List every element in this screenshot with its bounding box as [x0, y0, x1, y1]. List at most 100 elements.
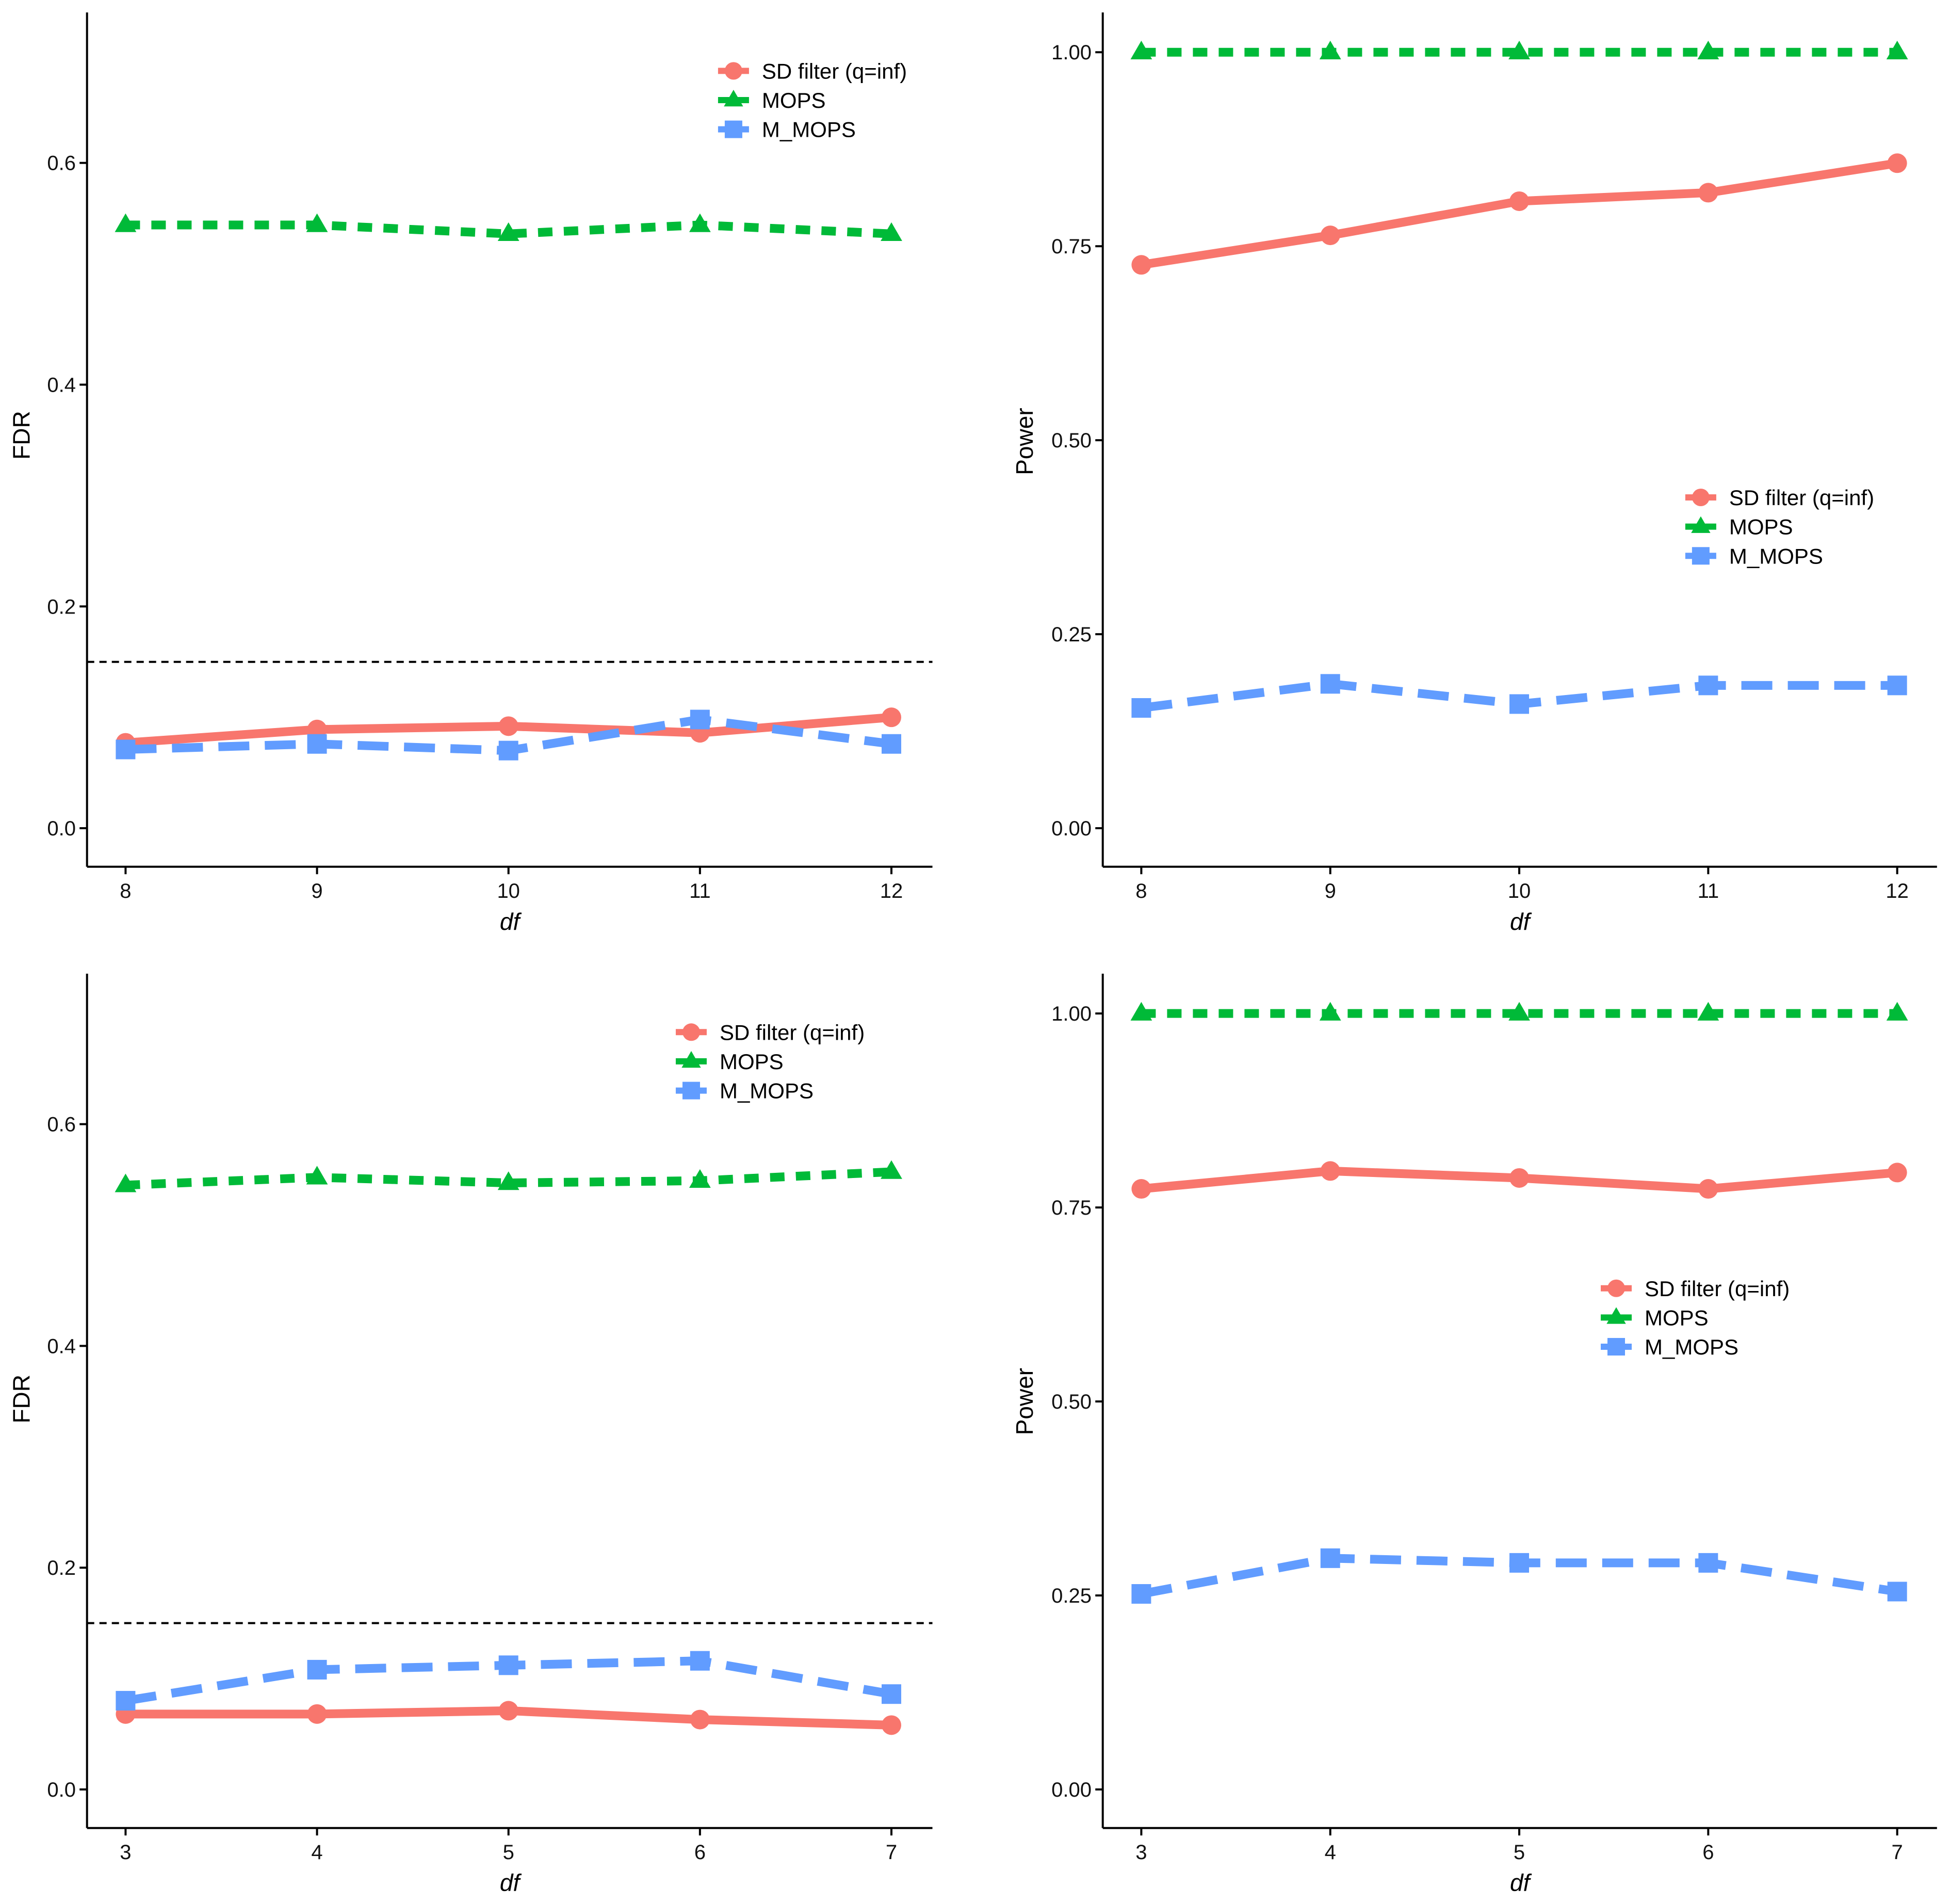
data-point-mops — [1319, 1002, 1341, 1021]
x-tick-label: 6 — [694, 1841, 706, 1864]
data-point-m_mops — [881, 734, 901, 754]
x-axis-title: df — [500, 1869, 522, 1896]
y-tick-label: 0.00 — [1051, 1779, 1092, 1801]
data-point-mops — [306, 213, 328, 232]
data-point-sd_filter — [1320, 225, 1340, 246]
data-point-m_mops — [1509, 694, 1530, 714]
data-point-mops — [115, 1173, 137, 1192]
legend: SD filter (q=inf) MOPS M_MOPS — [718, 59, 907, 142]
legend: SD filter (q=inf) MOPS M_MOPS — [1601, 1277, 1790, 1359]
data-point-mops — [1130, 1002, 1152, 1021]
y-tick-label: 0.6 — [47, 1114, 76, 1136]
data-point-m_mops — [1509, 1553, 1530, 1573]
data-point-mops — [1697, 40, 1719, 59]
legend-item-m_mops: M_MOPS — [718, 118, 856, 142]
y-axis-title: FDR — [8, 411, 35, 460]
x-tick-label: 4 — [1325, 1841, 1336, 1864]
data-point-m_mops — [1698, 1553, 1718, 1573]
y-tick-label: 0.25 — [1051, 623, 1092, 646]
y-tick-label: 1.00 — [1051, 1003, 1092, 1025]
data-point-m_mops — [1698, 675, 1718, 696]
panel-top-left: 0.0 0.2 0.4 0.6 8 9 10 11 12 df FDR SD filter (q=in… — [8, 12, 933, 935]
data-point-mops — [306, 1166, 328, 1185]
x-tick-label: 12 — [1886, 880, 1909, 902]
legend-label: MOPS — [1645, 1305, 1709, 1330]
legend-item-m_mops: M_MOPS — [1685, 544, 1823, 568]
data-point-m_mops — [307, 1659, 327, 1680]
data-point-sd_filter — [1887, 1163, 1907, 1183]
y-axis-title: Power — [1011, 1368, 1038, 1435]
data-point-mops — [1886, 1002, 1908, 1021]
data-point-mops — [1886, 40, 1908, 59]
data-point-mops — [1130, 40, 1152, 59]
y-tick-label: 0.75 — [1051, 235, 1092, 258]
y-tick-label: 0.6 — [47, 152, 76, 175]
legend-key-square-icon — [724, 120, 742, 138]
data-point-m_mops — [881, 1684, 901, 1704]
y-tick-label: 0.4 — [47, 374, 76, 396]
x-tick-label: 8 — [1135, 880, 1147, 902]
data-point-sd_filter — [307, 1704, 327, 1724]
y-tick-label: 0.4 — [47, 1335, 76, 1358]
x-tick-label: 5 — [503, 1841, 514, 1864]
legend-item-m_mops: M_MOPS — [1601, 1335, 1738, 1359]
x-tick-label: 8 — [120, 880, 131, 902]
y-axis-title: FDR — [8, 1375, 35, 1424]
data-point-sd_filter — [1509, 191, 1530, 211]
panel-bottom-left: 0.0 0.2 0.4 0.6 3 4 5 6 7 df FDR SD filter (q=inf) M… — [8, 974, 933, 1896]
data-point-m_mops — [690, 709, 710, 730]
legend: SD filter (q=inf) MOPS M_MOPS — [675, 1020, 865, 1103]
x-tick-label: 11 — [1698, 880, 1719, 902]
legend-item-sd_filter: SD filter (q=inf) — [675, 1020, 865, 1044]
legend-item-mops: MOPS — [1685, 515, 1793, 539]
data-point-mops — [689, 1169, 711, 1188]
legend-key-square-icon — [1607, 1338, 1625, 1356]
legend-item-mops: MOPS — [1601, 1305, 1709, 1330]
data-point-sd_filter — [881, 1715, 901, 1735]
legend-item-sd_filter: SD filter (q=inf) — [1685, 486, 1874, 510]
legend-label: SD filter (q=inf) — [720, 1020, 865, 1044]
data-point-sd_filter — [1887, 153, 1907, 173]
data-point-m_mops — [1887, 675, 1907, 696]
y-tick-label: 0.2 — [47, 595, 76, 618]
legend: SD filter (q=inf) MOPS M_MOPS — [1685, 486, 1874, 568]
data-point-sd_filter — [498, 1701, 518, 1721]
legend-key-circle-icon — [1607, 1279, 1625, 1297]
y-tick-label: 0.75 — [1051, 1197, 1092, 1219]
legend-label: M_MOPS — [1645, 1335, 1738, 1359]
x-axis-title: df — [1510, 908, 1532, 935]
data-point-m_mops — [116, 1691, 136, 1711]
data-point-m_mops — [116, 739, 136, 760]
y-tick-label: 0.0 — [47, 817, 76, 840]
y-tick-label: 0.50 — [1051, 429, 1092, 452]
legend-key-triangle-icon — [681, 1051, 701, 1068]
data-point-mops — [115, 213, 137, 232]
panel-bottom-right: 0.00 0.25 0.50 0.75 1.00 3 4 5 6 7 df Power SD filte… — [1011, 974, 1937, 1896]
legend-item-m_mops: M_MOPS — [675, 1079, 814, 1103]
data-point-mops — [881, 222, 902, 241]
x-tick-label: 9 — [1325, 880, 1336, 902]
legend-label: MOPS — [1729, 515, 1793, 539]
y-axis-title: Power — [1011, 408, 1038, 475]
data-point-mops — [1508, 1002, 1530, 1021]
legend-label: MOPS — [762, 88, 826, 112]
legend-item-mops: MOPS — [675, 1050, 784, 1074]
y-tick-label: 0.50 — [1051, 1391, 1092, 1413]
legend-label: SD filter (q=inf) — [1729, 486, 1874, 510]
legend-label: M_MOPS — [720, 1079, 814, 1103]
data-point-m_mops — [307, 734, 327, 754]
legend-key-square-icon — [1692, 547, 1710, 565]
legend-key-circle-icon — [1692, 489, 1710, 506]
y-tick-label: 0.00 — [1051, 817, 1092, 840]
legend-key-triangle-icon — [1691, 516, 1711, 533]
legend-key-circle-icon — [724, 62, 742, 80]
legend-label: SD filter (q=inf) — [762, 59, 907, 83]
data-point-m_mops — [1131, 698, 1151, 718]
data-point-mops — [1319, 40, 1341, 59]
legend-label: MOPS — [720, 1050, 784, 1074]
x-tick-label: 6 — [1702, 1841, 1714, 1864]
x-tick-label: 7 — [1892, 1841, 1903, 1864]
x-tick-label: 4 — [311, 1841, 322, 1864]
data-point-sd_filter — [498, 716, 518, 736]
